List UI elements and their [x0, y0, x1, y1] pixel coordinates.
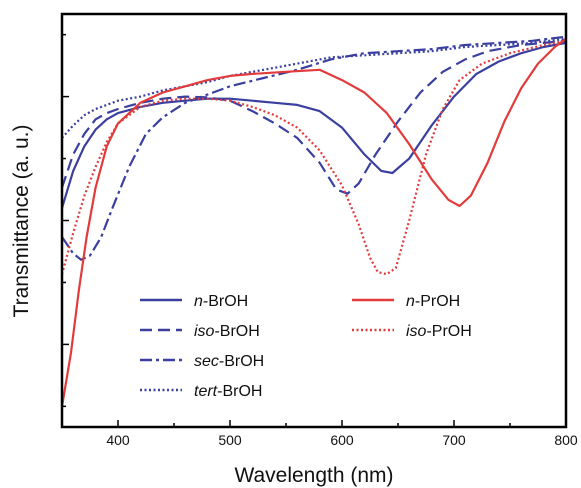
legend-label: iso-PrOH: [406, 323, 472, 340]
legend-label: sec-BrOH: [194, 353, 264, 370]
x-tick-label: 400: [106, 432, 130, 448]
series-line-n-proh: [60, 37, 567, 407]
x-tick-label: 500: [218, 432, 242, 448]
series-layer: [60, 35, 567, 407]
legend-label: n-BrOH: [194, 293, 248, 310]
series-line-tert-broh: [61, 37, 567, 139]
y-axis-title: Transmittance (a. u.): [10, 125, 33, 318]
axis-layer: 400 500 600 700 800: [61, 33, 578, 448]
x-axis-title: Wavelength (nm): [234, 464, 393, 487]
series-line-sec-broh: [61, 35, 567, 261]
x-tick-label: 600: [330, 432, 354, 448]
series-line-iso-broh: [60, 39, 567, 195]
x-tick-label: 700: [442, 432, 466, 448]
series-line-n-broh: [60, 41, 567, 209]
legend-label: tert-BrOH: [194, 383, 262, 400]
series-line-iso-proh: [60, 39, 567, 276]
plot-frame: [60, 12, 568, 429]
legend-label: n-PrOH: [406, 293, 460, 310]
x-tick-label: 800: [554, 432, 578, 448]
legend: n-BrOH iso-BrOH sec-BrOH tert-BrOH n-PrOH iso…: [140, 293, 472, 400]
legend-label: iso-BrOH: [194, 323, 260, 340]
